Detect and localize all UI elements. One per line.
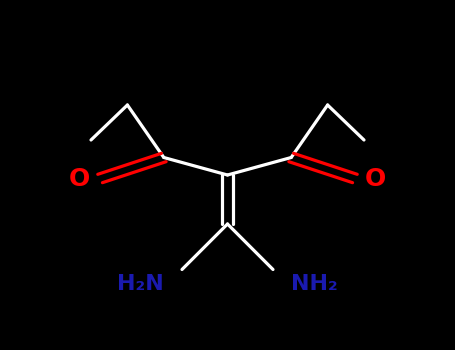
Text: NH₂: NH₂	[291, 273, 338, 294]
Text: O: O	[69, 167, 90, 191]
Text: H₂N: H₂N	[117, 273, 164, 294]
Text: O: O	[365, 167, 386, 191]
